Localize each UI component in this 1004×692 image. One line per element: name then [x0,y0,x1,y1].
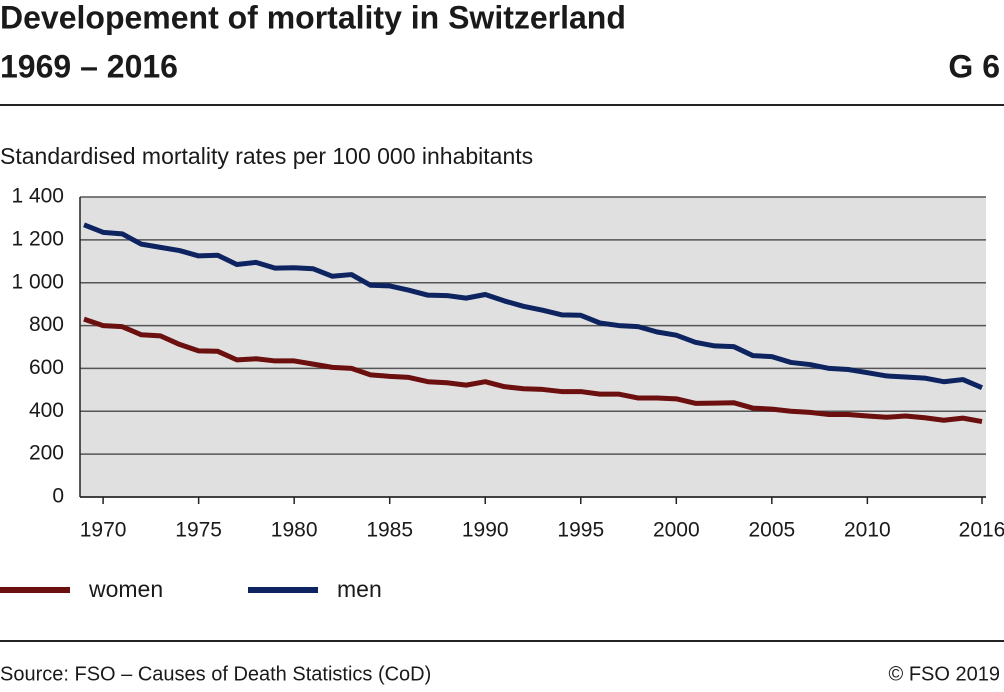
x-tick-label: 1975 [175,519,222,542]
legend-label: men [337,576,382,602]
copyright: © FSO 2019 [889,663,1000,685]
chart-title: Developement of mortality in Switzerland [0,0,626,35]
x-tick-label: 2005 [748,519,795,542]
y-tick-label: 0 [52,485,64,508]
y-tick-label: 600 [29,356,64,379]
x-tick-label: 1985 [366,519,413,542]
chart-number: G 6 [948,48,1000,84]
x-tick-label: 2016 [959,519,1004,542]
x-tick-label: 1970 [80,519,127,542]
x-tick-label: 1980 [271,519,318,542]
y-tick-label: 400 [29,399,64,422]
plot-area [80,197,986,497]
y-tick-label: 1 200 [11,227,64,250]
y-tick-label: 200 [29,442,64,465]
y-tick-label: 1 400 [11,185,64,208]
chart-title: 1969 – 2016 [0,48,178,84]
x-tick-label: 2000 [653,519,700,542]
x-tick-label: 2010 [844,519,891,542]
x-tick-label: 1990 [462,519,509,542]
source: Source: FSO – Causes of Death Statistics… [0,663,431,685]
series-line [83,222,983,391]
y-tick-label: 1 000 [11,270,64,293]
y-tick-label: 800 [29,313,64,336]
x-tick-label: 1995 [557,519,604,542]
series-line [83,316,983,425]
y-axis-label: Standardised mortality rates per 100 000… [0,143,533,169]
legend-label: women [88,576,163,602]
